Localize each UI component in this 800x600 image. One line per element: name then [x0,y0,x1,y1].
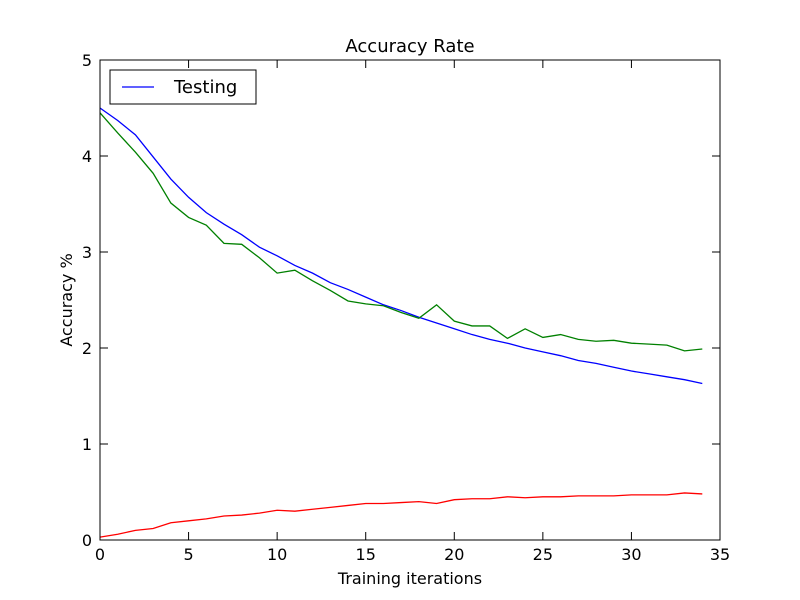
y-tick-label: 5 [82,51,92,70]
y-tick-label: 1 [82,435,92,454]
plot-frame [99,59,721,541]
x-axis-label: Training iterations [337,569,482,588]
chart-title: Accuracy Rate [345,36,474,57]
y-tick-label: 3 [82,243,92,262]
x-tick-label: 5 [183,545,193,564]
x-tick-label: 10 [267,545,287,564]
series-line-3 [99,492,703,538]
series-line-2 [99,112,703,352]
legend-label-testing: Testing [173,77,237,98]
x-tick-label: 0 [95,545,105,564]
plot-background [100,60,720,540]
y-tick-label: 0 [82,531,92,550]
series-line-testing [99,107,703,385]
tick-layer: 0 5 10 15 20 25 30 35 0 1 2 3 4 5 [82,51,730,564]
x-tick-label: 25 [533,545,553,564]
series-layer [99,107,703,538]
x-tick-label: 15 [356,545,376,564]
x-tick-label: 30 [621,545,641,564]
y-tick-label: 4 [82,147,92,166]
y-axis-label: Accuracy % [57,253,76,346]
legend: Testing [109,69,257,105]
y-tick-label: 2 [82,339,92,358]
x-tick-label: 35 [710,545,730,564]
x-tick-label: 20 [444,545,464,564]
